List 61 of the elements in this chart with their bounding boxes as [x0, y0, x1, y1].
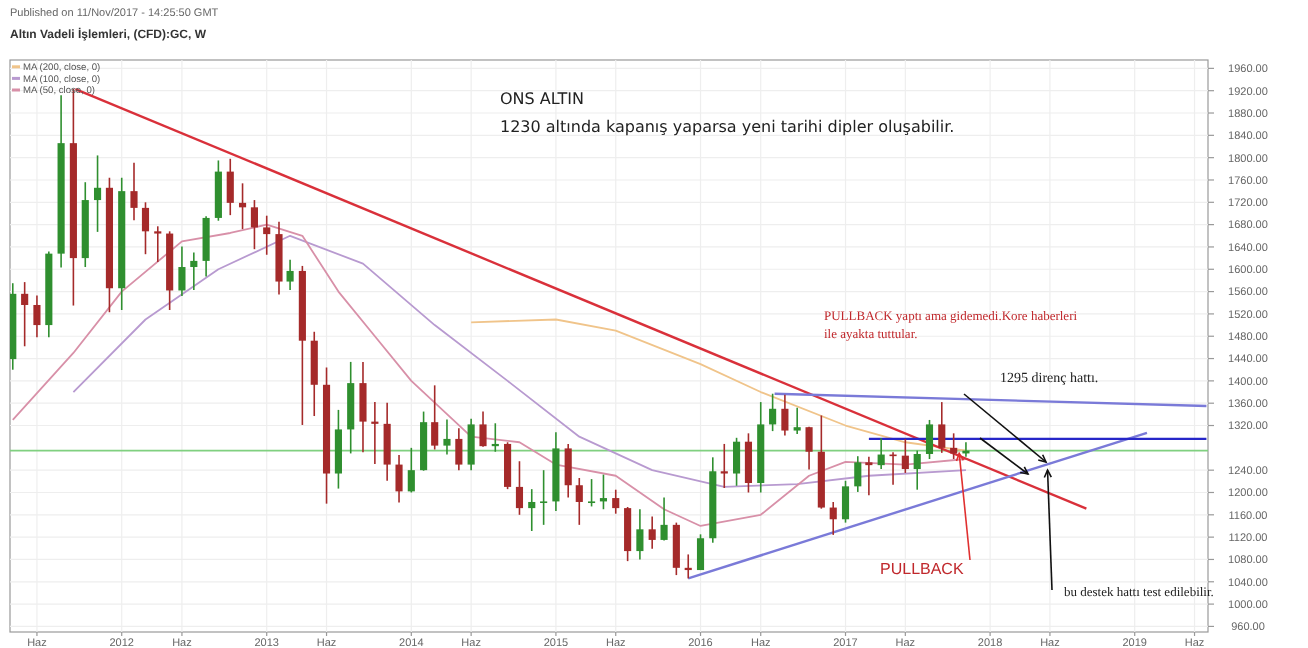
candlestick — [407, 447, 415, 494]
candlestick — [250, 199, 258, 250]
candlestick — [334, 409, 342, 490]
annotation: ONS ALTIN — [500, 90, 584, 108]
candlestick — [455, 427, 463, 471]
candlestick — [648, 515, 656, 550]
candlestick — [347, 361, 355, 455]
candlestick — [443, 418, 451, 456]
candlestick — [805, 425, 813, 471]
candlestick — [925, 419, 934, 460]
candlestick — [467, 418, 475, 471]
candlestick — [178, 245, 186, 297]
candlestick — [781, 394, 789, 437]
candlestick — [431, 384, 439, 451]
candlestick — [744, 432, 753, 494]
candlestick — [286, 258, 294, 291]
candlestick — [33, 294, 41, 339]
candlestick — [263, 214, 271, 256]
candlestick — [202, 215, 210, 278]
candlestick — [720, 443, 728, 489]
candlestick — [877, 437, 885, 470]
candlestick — [588, 478, 596, 508]
candlestick — [696, 533, 705, 571]
candlestick — [793, 406, 801, 435]
candlestick — [310, 330, 318, 417]
candlestick — [733, 437, 741, 487]
candlestick — [21, 281, 29, 348]
candlestick — [420, 410, 428, 472]
candlestick — [913, 449, 921, 491]
candlestick — [504, 441, 512, 490]
candlestick — [528, 488, 536, 532]
candlestick — [901, 438, 909, 474]
candlestick — [515, 460, 524, 516]
candlestick — [612, 488, 620, 515]
candlestick — [226, 157, 234, 216]
candlestick — [564, 443, 572, 499]
candlestick — [938, 401, 946, 454]
candlestick — [540, 469, 548, 526]
candlestick — [275, 221, 283, 296]
candlestick — [854, 455, 862, 493]
candlestick — [841, 479, 850, 524]
candlestick — [672, 521, 680, 576]
candlestick — [214, 159, 222, 222]
candlestick — [93, 154, 102, 233]
annotation: PULLBACK — [880, 560, 965, 578]
candlestick — [190, 251, 198, 291]
candlestick — [636, 508, 644, 561]
candlestick — [154, 225, 162, 263]
candlestick — [359, 361, 367, 454]
candlestick — [660, 496, 668, 542]
annotation: 1230 altında kapanış yaparsa yeni tarihi dipler oluşabilir. — [500, 118, 955, 136]
candlestick — [769, 392, 777, 432]
candlestick — [624, 506, 632, 562]
candlestick — [479, 410, 487, 448]
candlestick — [130, 161, 138, 221]
candlestick — [829, 501, 837, 536]
candlestick — [865, 455, 873, 497]
candlestick — [575, 477, 583, 526]
candlestick — [383, 401, 391, 482]
candlestick — [141, 201, 150, 255]
candlestick — [395, 454, 403, 504]
